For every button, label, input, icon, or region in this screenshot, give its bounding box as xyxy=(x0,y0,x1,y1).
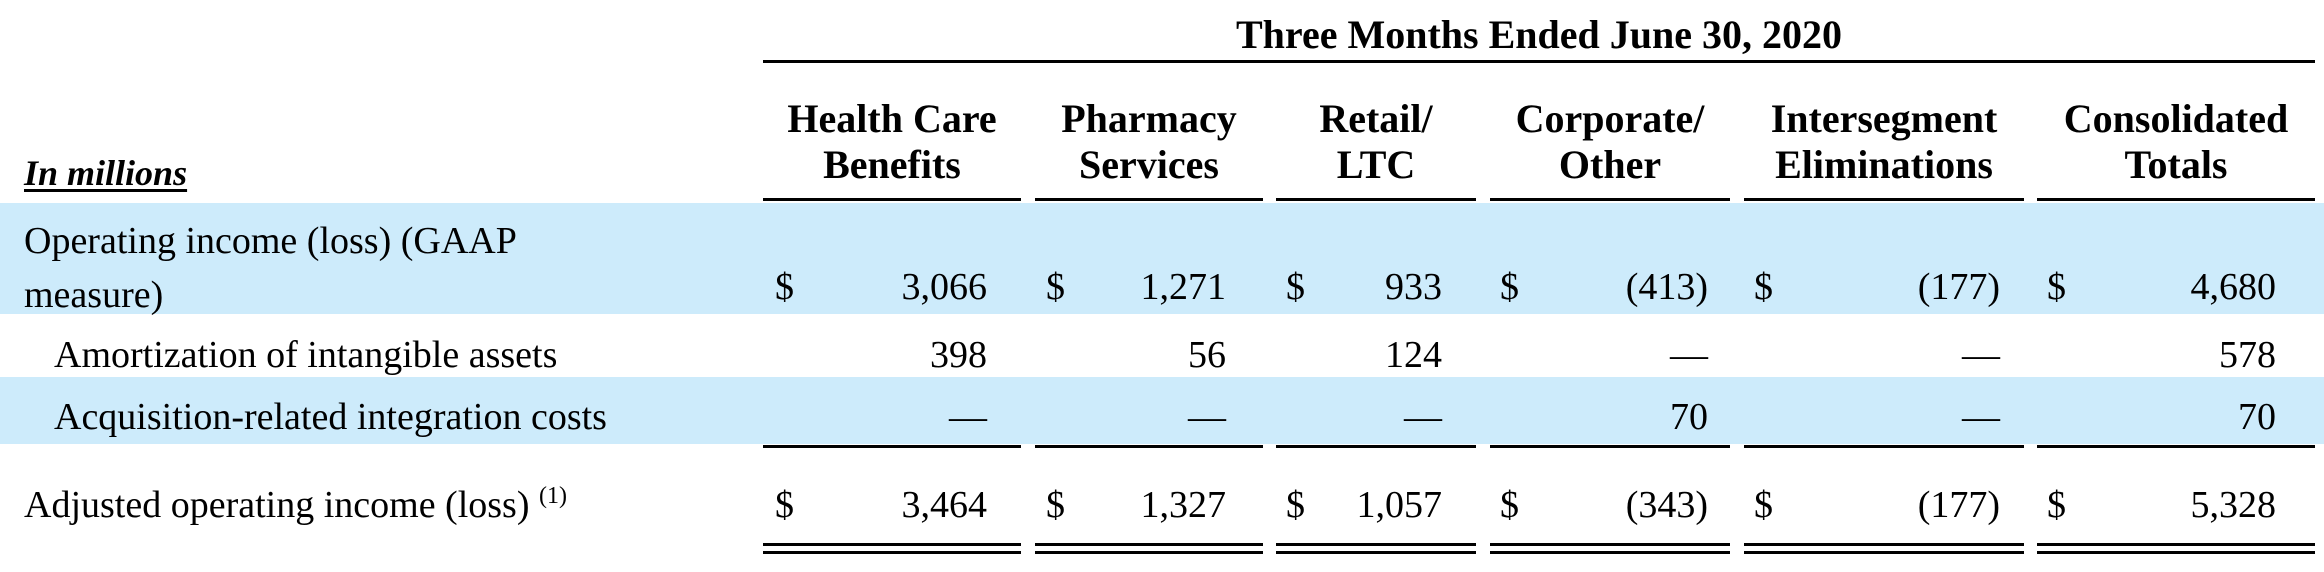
subtotal-rule xyxy=(763,445,1021,448)
column-header-line2: LTC xyxy=(1336,142,1416,187)
column-header-line1: Intersegment xyxy=(1770,96,1998,141)
cell-value: — xyxy=(1670,334,1708,376)
cell-value: 70 xyxy=(2238,396,2276,438)
column-header-intersegment-eliminations: Intersegment Eliminations xyxy=(1744,96,2024,188)
column-header-health-care-benefits: Health Care Benefits xyxy=(763,96,1021,188)
column-header-line2: Eliminations xyxy=(1775,142,1993,187)
currency-symbol: $ xyxy=(1500,266,1519,308)
currency-symbol: $ xyxy=(2047,266,2066,308)
column-header-rule xyxy=(1276,198,1476,201)
cell-value: — xyxy=(949,396,987,438)
footnote-marker: (1) xyxy=(539,483,567,509)
cell-value: — xyxy=(1188,396,1226,438)
cell-value: 70 xyxy=(1670,396,1708,438)
row-label-acquisition-costs: Acquisition-related integration costs xyxy=(54,396,607,438)
cell-value: 1,057 xyxy=(1356,484,1443,526)
currency-symbol: $ xyxy=(1046,484,1065,526)
cell-value: 3,066 xyxy=(901,266,988,308)
cell-value: (177) xyxy=(1917,266,2000,308)
currency-symbol: $ xyxy=(1286,266,1305,308)
cell-value: 1,327 xyxy=(1140,484,1227,526)
total-double-rule xyxy=(763,543,1021,554)
currency-symbol: $ xyxy=(1754,484,1773,526)
cell-value: 933 xyxy=(1385,266,1442,308)
total-double-rule xyxy=(1490,543,1730,554)
row-label-text: Adjusted operating income (loss) xyxy=(24,484,530,526)
column-header-pharmacy-services: Pharmacy Services xyxy=(1035,96,1263,188)
column-header-rule xyxy=(1035,198,1263,201)
total-double-rule xyxy=(2037,543,2315,554)
subtotal-rule xyxy=(1276,445,1476,448)
currency-symbol: $ xyxy=(1754,266,1773,308)
currency-symbol: $ xyxy=(775,484,794,526)
subtotal-rule xyxy=(1744,445,2024,448)
column-header-line2: Totals xyxy=(2124,142,2228,187)
row-band-operating-income xyxy=(0,203,2324,314)
column-header-line1: Health Care xyxy=(787,96,997,141)
column-header-retail-ltc: Retail/ LTC xyxy=(1276,96,1476,188)
period-header-rule xyxy=(763,60,2315,63)
subtotal-rule xyxy=(1035,445,1263,448)
column-header-line1: Retail/ xyxy=(1319,96,1433,141)
total-double-rule xyxy=(1276,543,1476,554)
currency-symbol: $ xyxy=(2047,484,2066,526)
row-label-operating-income-line1: Operating income (loss) (GAAP xyxy=(24,220,517,262)
column-header-line1: Consolidated xyxy=(2063,96,2289,141)
subtotal-rule xyxy=(1490,445,1730,448)
cell-value: — xyxy=(1404,396,1442,438)
cell-value: 56 xyxy=(1188,334,1226,376)
currency-symbol: $ xyxy=(775,266,794,308)
units-label: In millions xyxy=(24,153,188,193)
column-header-rule xyxy=(1490,198,1730,201)
column-header-rule xyxy=(2037,198,2315,201)
cell-value: 398 xyxy=(930,334,987,376)
column-header-rule xyxy=(1744,198,2024,201)
row-band-acquisition-costs xyxy=(0,377,2324,444)
column-header-consolidated-totals: Consolidated Totals xyxy=(2037,96,2315,188)
column-header-line1: Pharmacy xyxy=(1061,96,1237,141)
cell-value: (177) xyxy=(1917,484,2000,526)
cell-value: — xyxy=(1962,334,2000,376)
total-double-rule xyxy=(1035,543,1263,554)
cell-value: 4,680 xyxy=(2190,266,2277,308)
cell-value: 3,464 xyxy=(901,484,988,526)
column-header-line2: Services xyxy=(1079,142,1219,187)
period-header: Three Months Ended June 30, 2020 xyxy=(1235,12,1842,57)
currency-symbol: $ xyxy=(1046,266,1065,308)
cell-value: 1,271 xyxy=(1140,266,1227,308)
cell-value: 5,328 xyxy=(2190,484,2277,526)
subtotal-rule xyxy=(2037,445,2315,448)
currency-symbol: $ xyxy=(1500,484,1519,526)
cell-value: — xyxy=(1962,396,2000,438)
column-header-corporate-other: Corporate/ Other xyxy=(1490,96,1730,188)
cell-value: (413) xyxy=(1625,266,1708,308)
row-label-amortization: Amortization of intangible assets xyxy=(54,334,558,376)
column-header-rule xyxy=(763,198,1021,201)
row-label-adjusted-operating-income: Adjusted operating income (loss) (1) xyxy=(24,480,567,530)
column-header-line2: Other xyxy=(1558,142,1662,187)
cell-value: 578 xyxy=(2219,334,2276,376)
row-label-operating-income-line2: measure) xyxy=(24,274,164,316)
currency-symbol: $ xyxy=(1286,484,1305,526)
total-double-rule xyxy=(1744,543,2024,554)
column-header-line2: Benefits xyxy=(823,142,961,187)
column-header-line1: Corporate/ xyxy=(1515,96,1705,141)
cell-value: (343) xyxy=(1625,484,1708,526)
cell-value: 124 xyxy=(1385,334,1442,376)
